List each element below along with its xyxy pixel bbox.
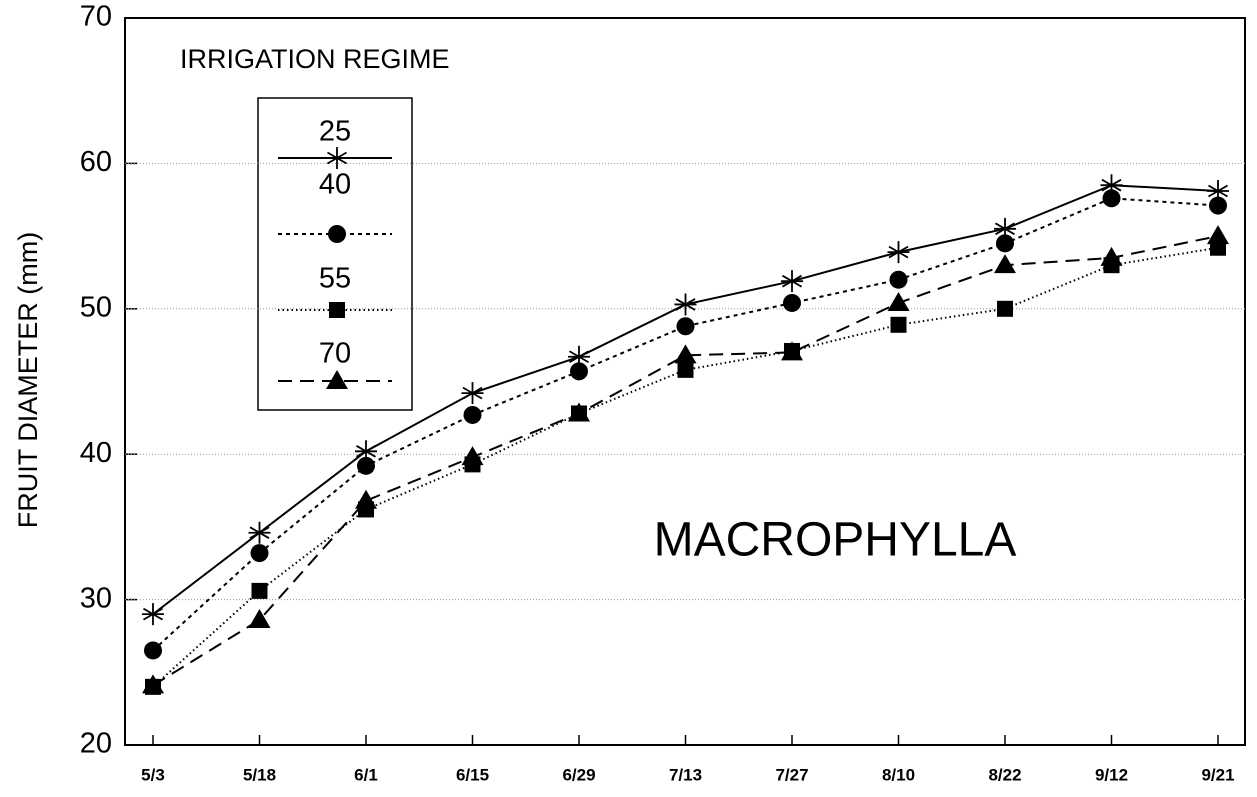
marker [568,402,590,422]
marker [355,440,377,463]
x-tick-label: 7/13 [669,765,702,784]
y-tick-label: 60 [80,146,112,178]
x-tick-label: 7/27 [775,765,808,784]
legend-label: 40 [319,169,351,201]
series-line [152,235,1219,687]
marker [674,293,697,316]
marker [997,300,1013,317]
x-tick-label: 8/10 [882,765,915,784]
marker [1207,225,1229,245]
x-tick-label: 8/22 [988,765,1021,784]
marker [329,302,345,318]
marker [248,608,271,628]
marker [1100,174,1123,197]
y-tick-label: 20 [80,728,112,760]
y-tick-label: 40 [80,437,112,469]
marker [887,241,910,264]
marker [326,370,348,389]
marker [357,456,375,475]
marker [251,582,268,599]
marker [326,147,348,169]
marker [781,270,803,293]
legend-title: IRRIGATION REGIME [180,44,450,74]
y-tick-label: 70 [80,1,112,33]
marker [142,674,164,694]
x-tick-label: 9/21 [1201,765,1234,784]
legend-label: 55 [319,263,351,295]
marker [1102,189,1121,208]
plot-frame [124,17,1246,746]
marker [1207,180,1229,203]
x-tick-label: 5/18 [243,765,276,784]
marker [1100,246,1123,266]
annotation: MACROPHYLLA [654,514,1017,567]
marker [677,361,694,378]
marker [781,341,803,361]
marker [887,291,910,311]
x-tick-label: 9/12 [1095,765,1128,784]
legend-box [257,97,413,411]
marker [890,316,907,333]
marker [889,270,908,289]
x-tick-label: 5/3 [141,765,165,784]
marker [250,544,269,563]
marker [568,345,590,368]
marker [144,641,162,660]
marker [328,225,346,243]
x-tick-label: 6/29 [562,765,595,784]
x-tick-label: 6/15 [456,765,489,784]
marker [994,217,1016,240]
marker [463,405,482,424]
y-tick-label: 50 [80,291,112,323]
y-tick-label: 30 [80,582,112,614]
x-tick-label: 6/1 [354,765,378,784]
marker [783,293,801,312]
marker [142,603,164,626]
marker [676,317,695,336]
marker [994,254,1016,274]
marker [570,362,588,381]
y-axis-label: FRUIT DIAMETER (mm) [13,232,43,528]
legend-label: 70 [319,338,351,370]
marker [248,521,271,544]
legend-label: 25 [319,116,351,148]
series-line [152,197,1219,652]
marker [674,344,697,364]
marker [461,446,484,466]
marker [355,489,377,509]
marker [461,382,484,405]
marker [996,234,1014,253]
marker [1209,196,1227,215]
